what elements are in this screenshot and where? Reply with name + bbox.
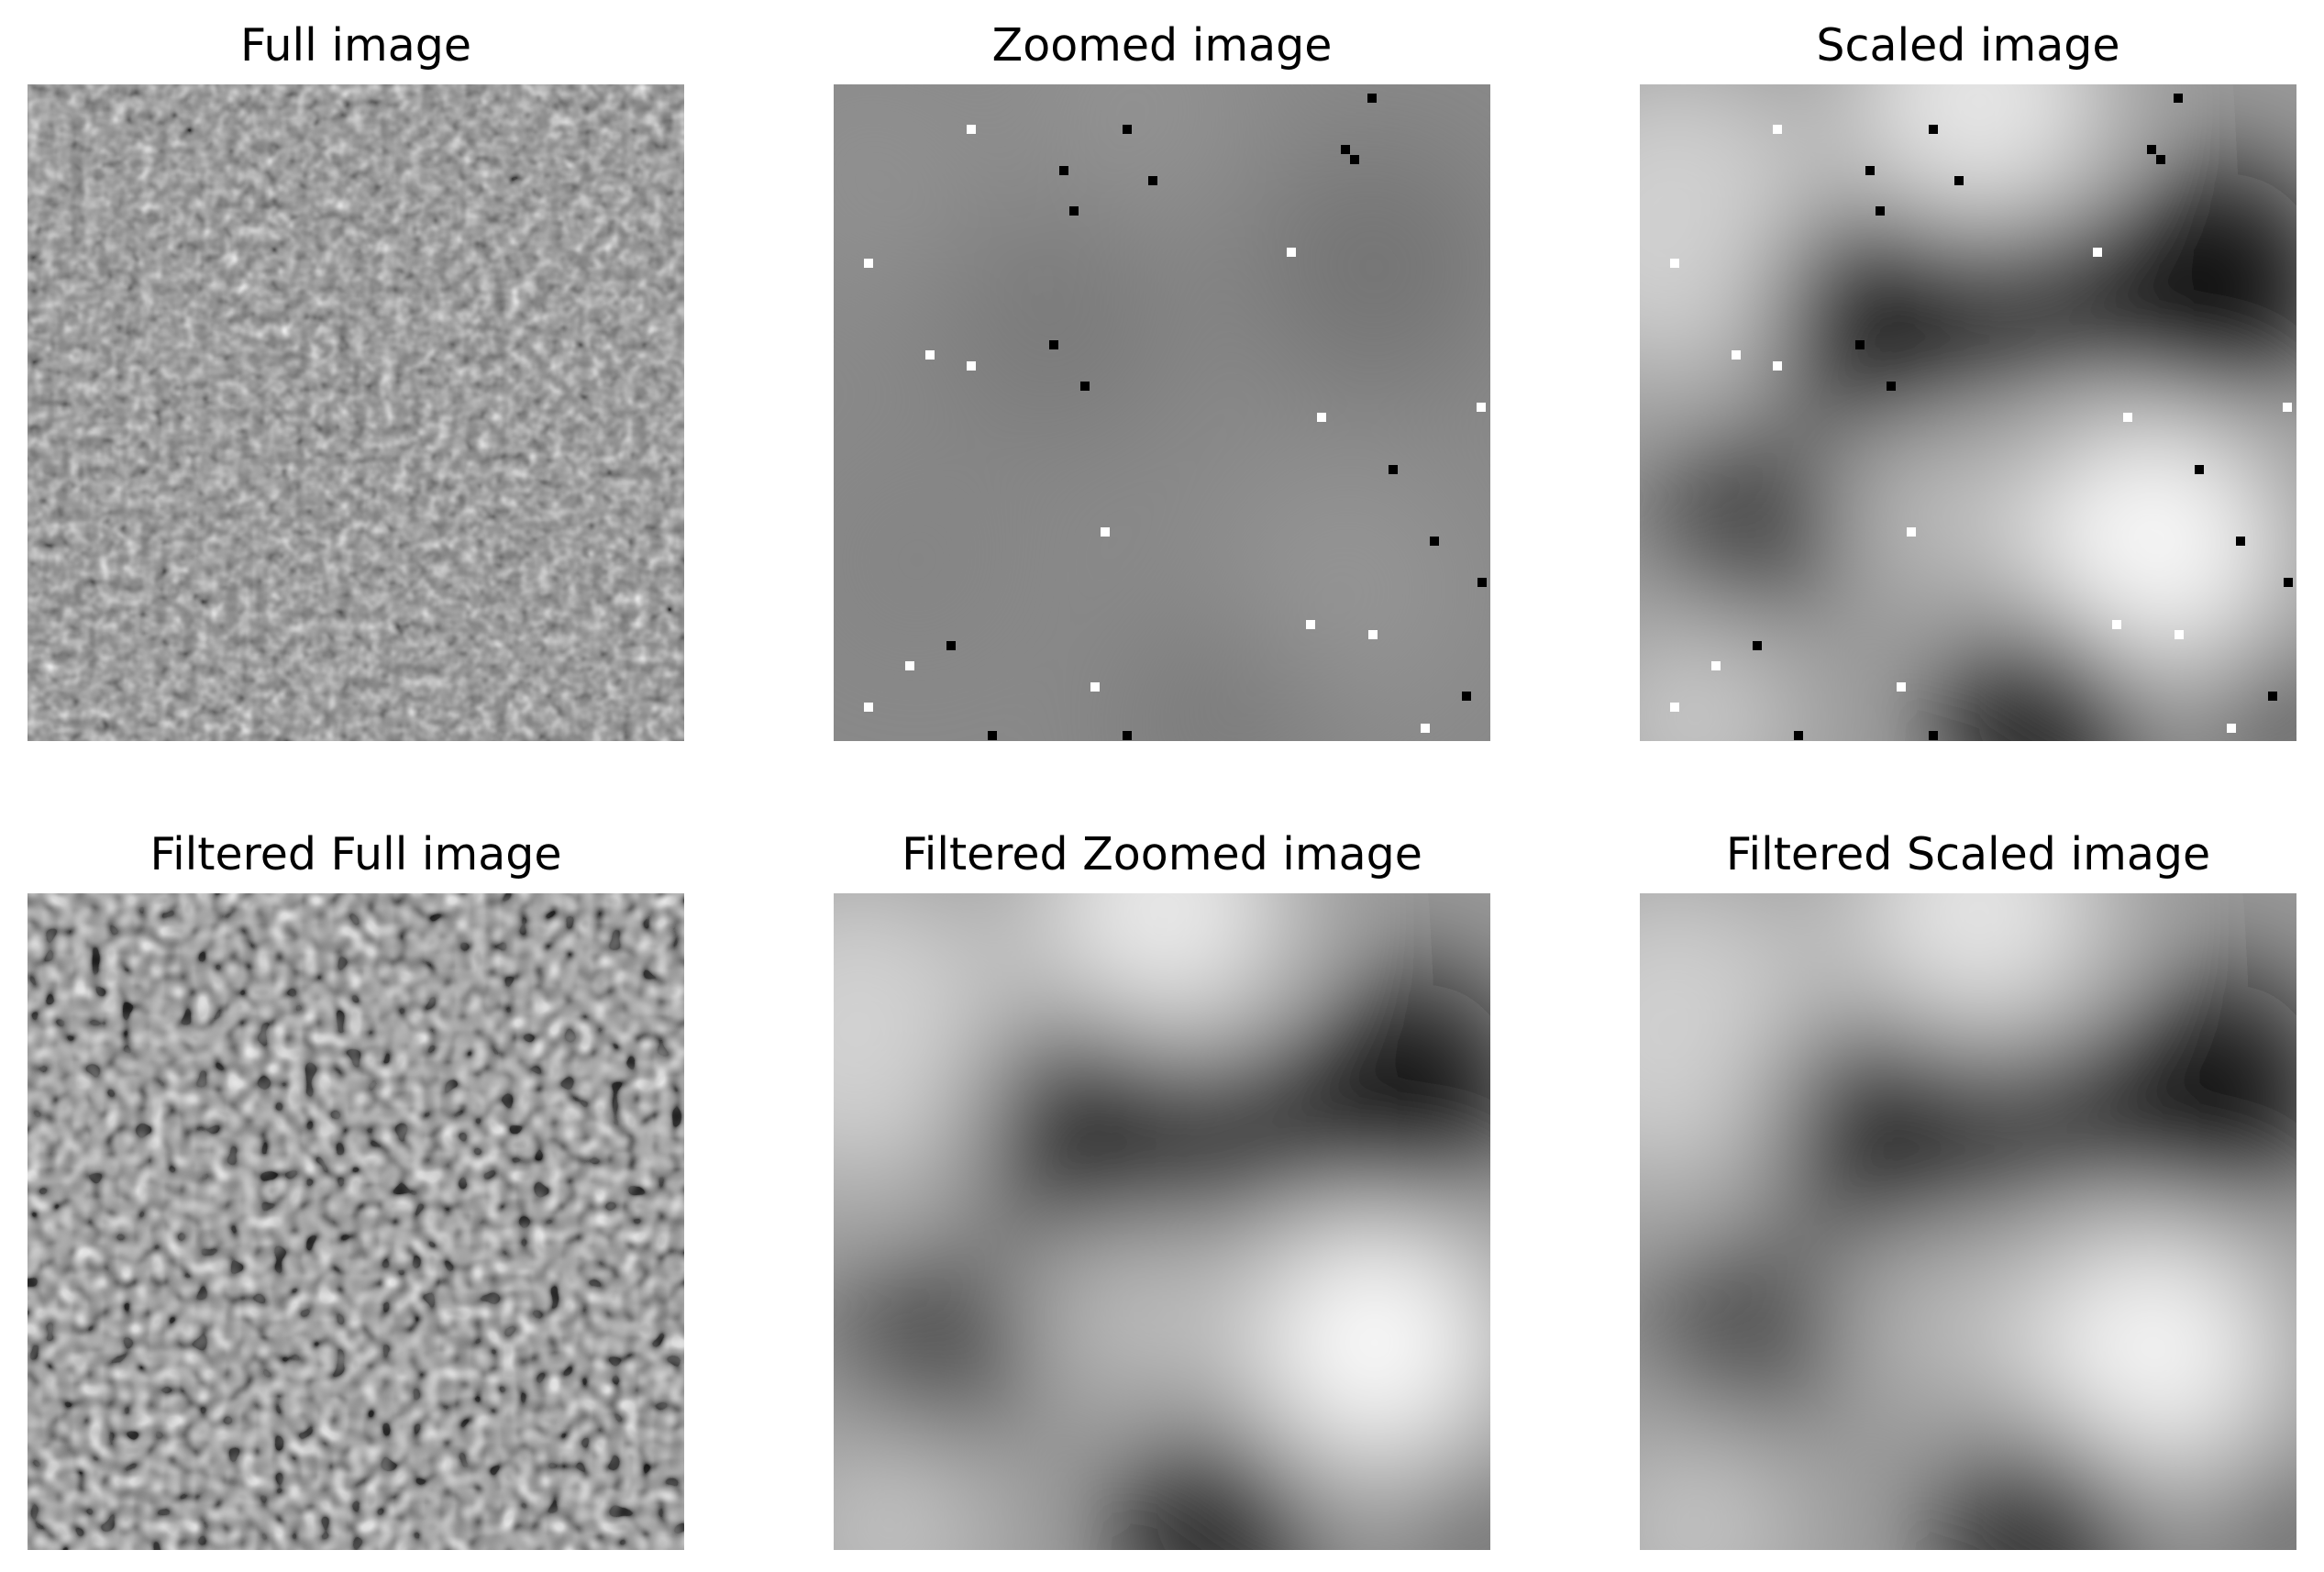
- speckle-pixel: [2156, 155, 2165, 164]
- speckle-pixel: [1773, 125, 1782, 134]
- speckle-pixel: [1389, 465, 1398, 474]
- speckle-pixel: [1287, 248, 1296, 257]
- speckle-pixel: [967, 125, 976, 134]
- panel-title-scaled: Scaled image: [1816, 19, 2120, 72]
- speckle-pixel: [2175, 630, 2184, 639]
- speckle-pixel: [1670, 259, 1679, 268]
- speckle-pixel: [925, 350, 935, 360]
- speckle-pixel: [1421, 724, 1430, 733]
- speckle-pixel: [1773, 361, 1782, 371]
- speckle-pixel: [1732, 350, 1741, 360]
- speckle-pixel: [1306, 620, 1315, 629]
- speckle-pixel: [946, 641, 956, 650]
- panel-title-zoomed: Zoomed image: [991, 19, 1333, 72]
- speckle-pixel: [2268, 692, 2277, 701]
- speckle-pixel: [864, 703, 873, 712]
- speckle-pixel: [1367, 94, 1377, 103]
- speckle-pixel: [1123, 731, 1132, 740]
- filtered-scaled-image: [1640, 893, 2296, 1550]
- speckle-pixel: [2284, 578, 2293, 587]
- speckle-pixel: [1711, 661, 1721, 670]
- speckle-pixel: [1865, 166, 1875, 175]
- speckle-pixel: [967, 361, 976, 371]
- speckle-pixel: [1368, 630, 1378, 639]
- speckle-pixel: [988, 731, 997, 740]
- panel-title-full: Full image: [240, 19, 471, 72]
- panel-title-filtered-scaled: Filtered Scaled image: [1725, 828, 2211, 880]
- speckle-pixel: [1670, 703, 1679, 712]
- speckle-pixel: [2123, 413, 2132, 422]
- speckle-pixel: [1876, 206, 1885, 216]
- speckle-pixel: [1897, 682, 1906, 692]
- speckle-pixel: [1101, 527, 1110, 537]
- speckle-pixel: [1954, 176, 1964, 185]
- speckle-pixel: [1794, 731, 1803, 740]
- full-image: [28, 84, 684, 741]
- speckle-pixel: [1350, 155, 1359, 164]
- speckle-pixel: [1341, 145, 1350, 154]
- panel-title-filtered-zoomed: Filtered Zoomed image: [902, 828, 1422, 880]
- filtered-zoomed-image: [834, 893, 1490, 1550]
- speckle-pixel: [1929, 125, 1938, 134]
- speckle-pixel: [2195, 465, 2204, 474]
- speckle-pixel: [2236, 537, 2245, 546]
- speckle-pixel: [1148, 176, 1157, 185]
- speckle-pixel: [1080, 382, 1090, 391]
- speckle-pixel: [1090, 682, 1100, 692]
- speckle-pixel: [1477, 578, 1487, 587]
- speckle-pixel: [1430, 537, 1439, 546]
- speckle-pixel: [864, 259, 873, 268]
- speckle-pixel: [1059, 166, 1068, 175]
- panel-title-filtered-full: Filtered Full image: [149, 828, 562, 880]
- speckle-pixel: [2147, 145, 2156, 154]
- speckle-pixel: [1049, 340, 1058, 349]
- speckle-pixel: [1753, 641, 1762, 650]
- filtered-full-image: [28, 893, 684, 1550]
- speckle-pixel: [2227, 724, 2236, 733]
- scaled-speckles: [1670, 94, 2293, 740]
- speckle-pixel: [1887, 382, 1896, 391]
- scaled-image: [1640, 84, 2296, 741]
- speckle-pixel: [2093, 248, 2102, 257]
- speckle-pixel: [1317, 413, 1326, 422]
- speckle-pixel: [1069, 206, 1079, 216]
- speckle-pixel: [1907, 527, 1916, 537]
- zoomed-image: [834, 84, 1490, 741]
- speckle-pixel: [1462, 692, 1471, 701]
- zoomed-speckles: [864, 94, 1487, 740]
- speckle-pixel: [1123, 125, 1132, 134]
- speckle-pixel: [1855, 340, 1865, 349]
- speckle-pixel: [905, 661, 914, 670]
- speckle-pixel: [2283, 403, 2292, 412]
- speckle-pixel: [2174, 94, 2183, 103]
- speckle-pixel: [1477, 403, 1486, 412]
- speckle-pixel: [2112, 620, 2121, 629]
- speckle-pixel: [1929, 731, 1938, 740]
